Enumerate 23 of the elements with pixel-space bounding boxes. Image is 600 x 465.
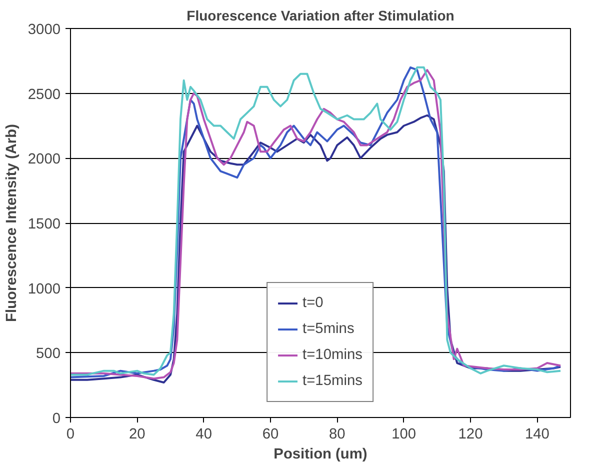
x-tick-label: 0 bbox=[66, 426, 75, 442]
x-tick-label: 80 bbox=[329, 426, 346, 442]
x-tick-label: 140 bbox=[524, 426, 550, 442]
y-tick-label: 3000 bbox=[28, 22, 61, 38]
legend-label: t=15mins bbox=[302, 373, 362, 389]
x-tick-label: 20 bbox=[129, 426, 146, 442]
legend-label: t=10mins bbox=[302, 347, 362, 363]
line-series bbox=[70, 114, 562, 384]
x-tick-label: 40 bbox=[196, 426, 212, 442]
y-axis-title: Fluorescence Intensity (Arb) bbox=[4, 124, 20, 322]
x-tick-label: 100 bbox=[392, 426, 416, 442]
y-tick-label: 500 bbox=[36, 346, 61, 362]
x-tick-label: 120 bbox=[458, 426, 483, 442]
y-tick-label: 2000 bbox=[28, 152, 61, 168]
chart-title: Fluorescence Variation after Stimulation bbox=[186, 8, 454, 24]
y-tick-label: 1000 bbox=[28, 281, 61, 298]
y-tick-label: 0 bbox=[52, 411, 61, 427]
x-tick-label: 60 bbox=[262, 426, 279, 442]
y-tick-label: 2500 bbox=[28, 86, 61, 103]
legend-label: t=5mins bbox=[302, 321, 354, 337]
legend-label: t=0 bbox=[302, 295, 324, 311]
y-tick-label: 1500 bbox=[28, 216, 61, 232]
x-axis-title: Position (um) bbox=[274, 446, 368, 462]
